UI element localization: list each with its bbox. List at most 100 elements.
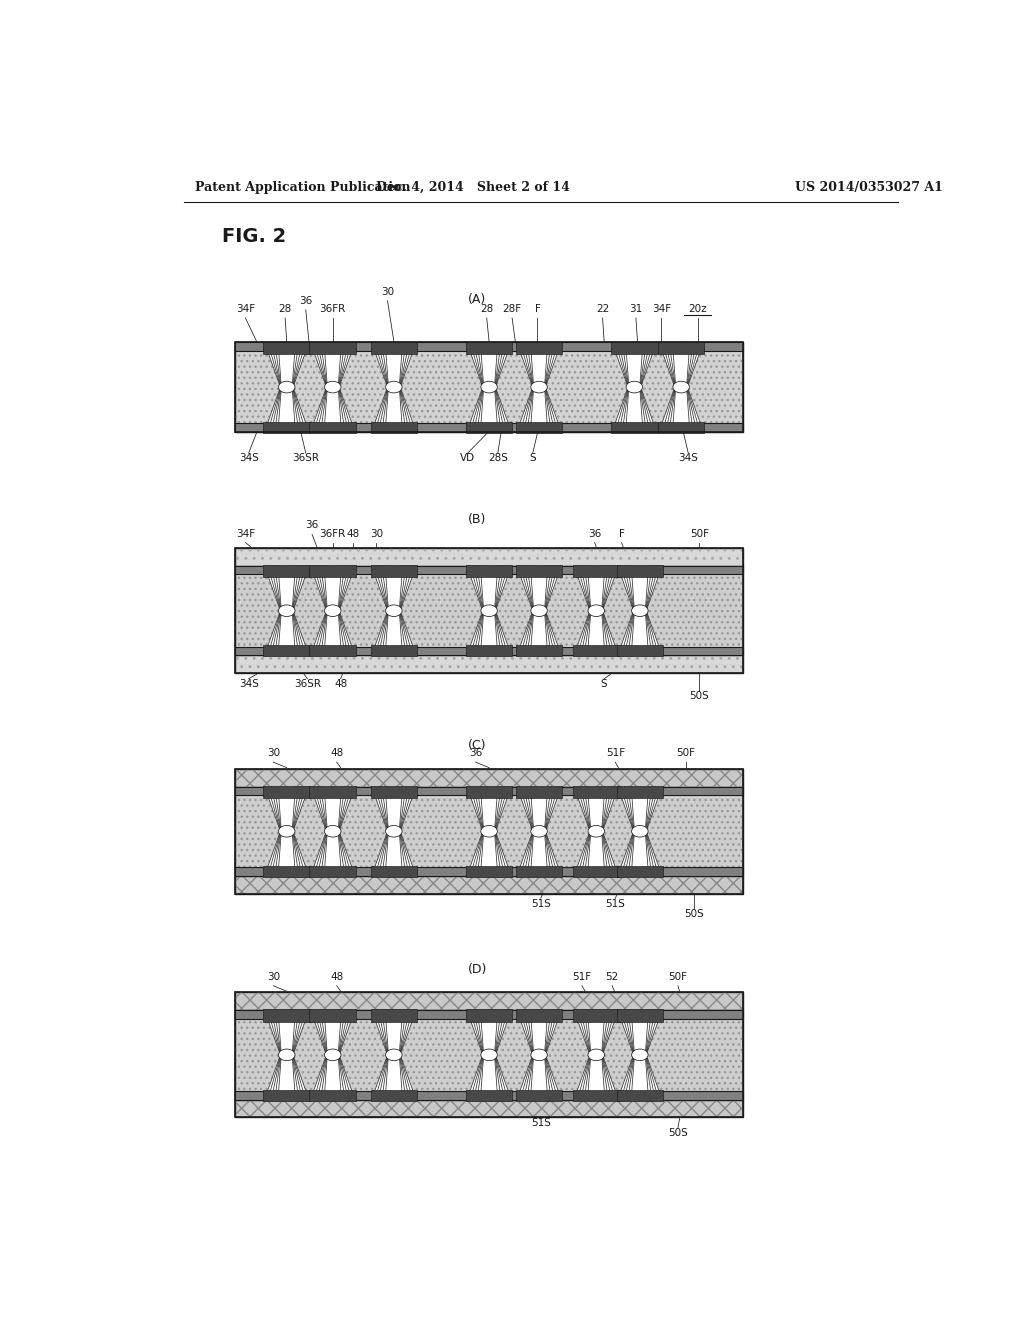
Bar xyxy=(572,785,620,799)
Bar xyxy=(263,422,310,433)
Polygon shape xyxy=(617,1010,663,1100)
Bar xyxy=(371,422,417,433)
Bar xyxy=(236,1100,743,1118)
Bar xyxy=(236,566,743,574)
Bar xyxy=(236,342,743,432)
Bar xyxy=(236,647,743,656)
Text: Dec. 4, 2014   Sheet 2 of 14: Dec. 4, 2014 Sheet 2 of 14 xyxy=(376,181,570,194)
Text: 51F: 51F xyxy=(572,972,592,982)
Bar xyxy=(236,342,743,432)
Text: 50F: 50F xyxy=(690,528,709,539)
Text: 34F: 34F xyxy=(651,304,671,314)
Ellipse shape xyxy=(632,1049,648,1061)
Bar xyxy=(466,342,512,354)
Bar xyxy=(572,866,620,876)
Bar xyxy=(309,866,356,876)
Polygon shape xyxy=(658,342,703,432)
Bar xyxy=(616,1089,664,1101)
Text: 51S: 51S xyxy=(530,899,551,908)
Ellipse shape xyxy=(632,825,648,837)
Text: 51S: 51S xyxy=(605,899,626,908)
Bar xyxy=(236,768,743,787)
Ellipse shape xyxy=(279,1049,295,1061)
Polygon shape xyxy=(574,1010,618,1100)
Text: FIG. 2: FIG. 2 xyxy=(221,227,286,246)
Bar xyxy=(236,876,743,894)
Ellipse shape xyxy=(386,1049,402,1061)
Bar xyxy=(236,993,743,1010)
Bar xyxy=(236,1092,743,1100)
Bar xyxy=(236,867,743,876)
Polygon shape xyxy=(310,1010,355,1100)
Ellipse shape xyxy=(279,825,295,837)
Bar xyxy=(611,422,657,433)
Bar xyxy=(309,422,356,433)
Ellipse shape xyxy=(632,605,648,616)
Ellipse shape xyxy=(530,825,548,837)
Bar xyxy=(309,565,356,577)
Bar xyxy=(371,1010,417,1022)
Text: 50S: 50S xyxy=(689,692,710,701)
Text: 34F: 34F xyxy=(236,304,255,314)
Bar xyxy=(516,422,562,433)
Text: 50F: 50F xyxy=(669,972,687,982)
Ellipse shape xyxy=(481,381,498,393)
Bar xyxy=(236,993,743,1118)
Bar xyxy=(236,1100,743,1118)
Bar xyxy=(371,785,417,799)
Ellipse shape xyxy=(325,381,341,393)
Text: (D): (D) xyxy=(468,962,486,975)
Bar xyxy=(236,566,743,656)
Polygon shape xyxy=(574,787,618,876)
Ellipse shape xyxy=(673,381,689,393)
Text: 48: 48 xyxy=(330,972,343,982)
Bar xyxy=(516,342,562,354)
Polygon shape xyxy=(612,342,656,432)
Polygon shape xyxy=(467,787,511,876)
Bar xyxy=(263,645,310,656)
Ellipse shape xyxy=(386,825,402,837)
Text: 30: 30 xyxy=(381,286,394,297)
Bar xyxy=(236,768,743,787)
Bar xyxy=(263,565,310,577)
Bar xyxy=(466,1089,512,1101)
Bar xyxy=(466,565,512,577)
Polygon shape xyxy=(372,787,416,876)
Bar xyxy=(572,645,620,656)
Bar xyxy=(236,1010,743,1019)
Ellipse shape xyxy=(325,605,341,616)
Bar xyxy=(236,548,743,566)
Polygon shape xyxy=(264,566,309,656)
Bar xyxy=(309,1010,356,1022)
Text: VD: VD xyxy=(460,453,475,463)
Bar xyxy=(616,866,664,876)
Text: 30: 30 xyxy=(266,972,280,982)
Bar xyxy=(236,787,743,876)
Bar xyxy=(236,342,743,432)
Bar xyxy=(516,1089,562,1101)
Bar xyxy=(236,993,743,1010)
Ellipse shape xyxy=(386,381,402,393)
Polygon shape xyxy=(264,1010,309,1100)
Bar xyxy=(236,787,743,795)
Text: 36: 36 xyxy=(588,528,601,539)
Bar xyxy=(572,565,620,577)
Bar xyxy=(657,342,705,354)
Text: S: S xyxy=(529,453,536,463)
Ellipse shape xyxy=(481,605,498,616)
Bar xyxy=(236,1010,743,1100)
Text: 48: 48 xyxy=(347,528,360,539)
Bar xyxy=(263,1010,310,1022)
Polygon shape xyxy=(617,787,663,876)
Bar xyxy=(616,785,664,799)
Bar xyxy=(309,785,356,799)
Text: 30: 30 xyxy=(266,748,280,758)
Bar xyxy=(371,1089,417,1101)
Ellipse shape xyxy=(279,381,295,393)
Text: 36: 36 xyxy=(299,296,312,306)
Text: 28S: 28S xyxy=(487,453,508,463)
Polygon shape xyxy=(264,342,309,432)
Bar xyxy=(263,1089,310,1101)
Text: 52: 52 xyxy=(605,972,618,982)
Bar xyxy=(371,565,417,577)
